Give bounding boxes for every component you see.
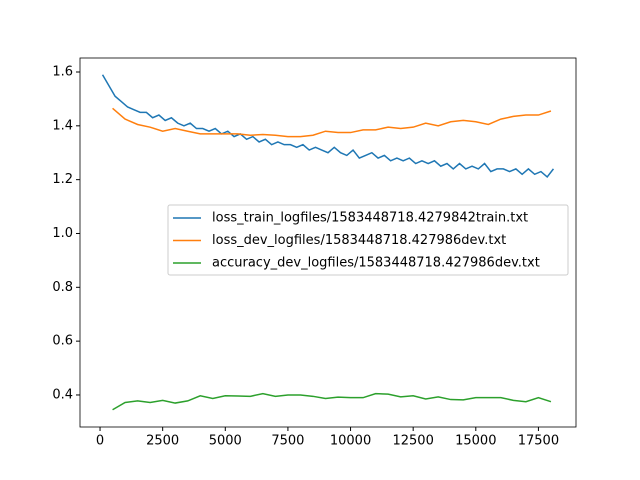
legend-label: loss_dev_logfiles/1583448718.427986dev.t… [212,233,506,248]
y-tick-label: 1.6 [52,64,73,79]
y-tick-label: 0.4 [52,387,73,402]
x-tick-label: 12500 [392,434,433,449]
x-tick-label: 7500 [271,434,304,449]
x-tick-label: 17500 [518,434,559,449]
x-tick-label: 5000 [209,434,242,449]
x-tick-label: 2500 [146,434,179,449]
series-line [112,107,552,138]
y-tick-label: 1.4 [52,118,73,133]
y-tick-label: 1.0 [52,226,73,241]
x-tick-label: 15000 [455,434,496,449]
y-tick-label: 0.8 [52,280,73,295]
series-line [112,392,552,411]
x-tick-label: 0 [96,434,104,449]
legend-label: accuracy_dev_logfiles/1583448718.427986d… [212,256,540,271]
legend-box [167,204,569,276]
x-tick-label: 10000 [330,434,371,449]
y-tick-label: 0.6 [52,334,73,349]
plot-frame [79,57,577,428]
legend-label: loss_train_logfiles/1583448718.4279842tr… [212,211,528,226]
y-tick-label: 1.2 [52,172,73,187]
series-line [101,74,555,179]
